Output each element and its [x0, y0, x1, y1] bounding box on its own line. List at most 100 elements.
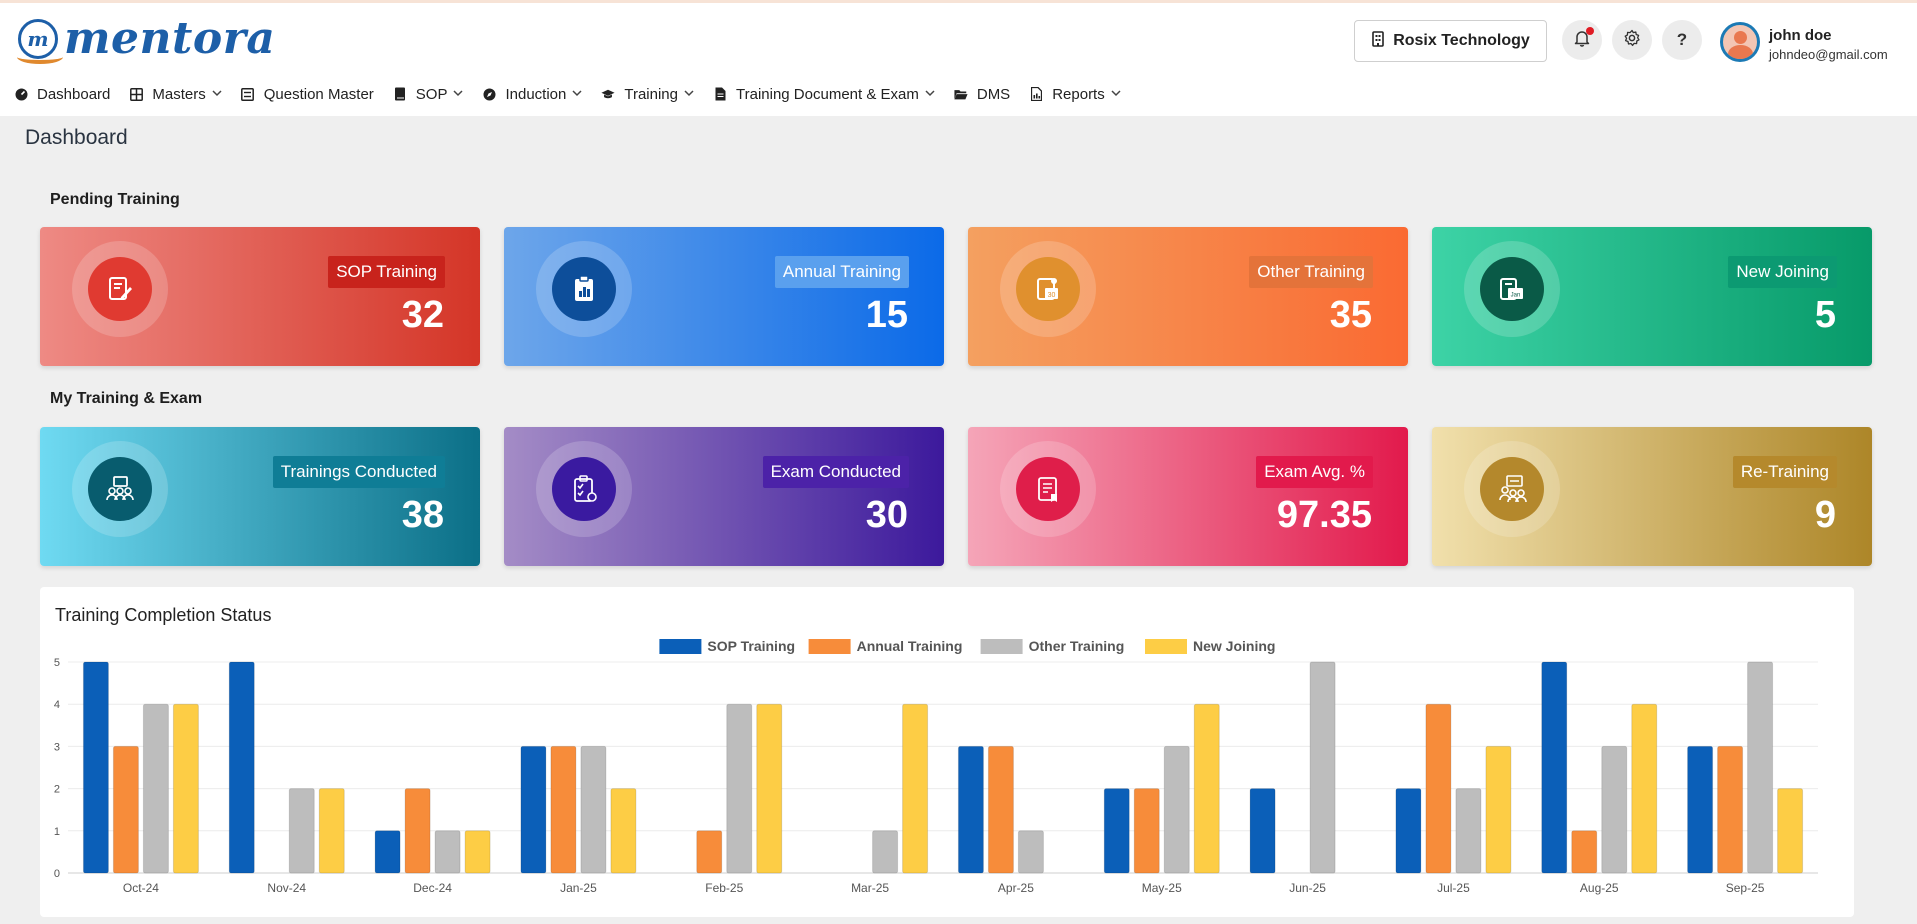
card-value: 32: [401, 294, 444, 336]
app-logo[interactable]: m mentora: [17, 17, 275, 64]
report-icon: [1029, 87, 1043, 101]
bar-other-training-sep-25[interactable]: [1747, 661, 1774, 874]
top-header: m mentora Rosix Technology ? john doe jo…: [0, 0, 1917, 116]
legend-label[interactable]: Other Training: [1029, 638, 1125, 654]
chevron-down-icon: [212, 89, 222, 100]
bar-new-joining-nov-24[interactable]: [318, 788, 345, 874]
nav-item-training[interactable]: Training: [601, 86, 694, 103]
y-tick-label: 4: [54, 699, 60, 711]
card-re-training[interactable]: Re-Training 9: [1432, 427, 1872, 566]
bar-sop-training-aug-25[interactable]: [1541, 661, 1568, 874]
card-icon-ring: 30: [1000, 241, 1096, 337]
card-label: Trainings Conducted: [272, 456, 445, 488]
legend-label[interactable]: Annual Training: [857, 638, 963, 654]
folder-icon: [954, 87, 968, 101]
bar-new-joining-jan-25[interactable]: [610, 788, 637, 874]
card-value: 30: [865, 494, 908, 536]
help-button[interactable]: ?: [1662, 20, 1702, 60]
card-exam-conducted[interactable]: Exam Conducted 30: [504, 427, 944, 566]
bar-annual-training-oct-24[interactable]: [112, 745, 139, 874]
svg-text:Jan: Jan: [1511, 293, 1521, 299]
bar-other-training-jul-25[interactable]: [1455, 788, 1482, 874]
card-annual-training[interactable]: Annual Training 15: [504, 227, 944, 366]
chevron-down-icon: [925, 89, 935, 100]
notifications-button[interactable]: [1562, 20, 1602, 60]
bar-other-training-apr-25[interactable]: [1017, 830, 1044, 874]
bar-new-joining-dec-24[interactable]: [464, 830, 491, 874]
nav-item-reports[interactable]: Reports: [1029, 86, 1121, 103]
y-tick-label: 5: [54, 657, 60, 669]
card-label: Exam Avg. %: [1256, 456, 1373, 488]
nav-item-dms[interactable]: DMS: [954, 86, 1010, 103]
card-trainings-conducted[interactable]: Trainings Conducted 38: [40, 427, 480, 566]
bar-other-training-feb-25[interactable]: [726, 703, 753, 874]
chevron-down-icon: [684, 89, 694, 100]
nav-item-masters[interactable]: Masters: [129, 86, 222, 103]
x-tick-label: Jul-25: [1437, 881, 1470, 895]
bar-other-training-mar-25[interactable]: [872, 830, 899, 874]
bar-sop-training-apr-25[interactable]: [957, 745, 984, 874]
bar-annual-training-may-25[interactable]: [1133, 788, 1160, 874]
nav-item-label: Training Document & Exam: [736, 85, 919, 103]
card-sop-training[interactable]: SOP Training 32: [40, 227, 480, 366]
pending-training-title: Pending Training: [50, 191, 180, 208]
bar-new-joining-aug-25[interactable]: [1631, 703, 1658, 874]
bar-annual-training-apr-25[interactable]: [987, 745, 1014, 874]
clipboard-chart-icon: [552, 257, 616, 321]
legend-label[interactable]: SOP Training: [707, 638, 795, 654]
bar-other-training-dec-24[interactable]: [434, 830, 461, 874]
card-label: New Joining: [1728, 256, 1837, 288]
legend-swatch: [659, 639, 702, 654]
settings-button[interactable]: [1612, 20, 1652, 60]
bar-annual-training-feb-25[interactable]: [696, 830, 723, 874]
bar-annual-training-jan-25[interactable]: [550, 745, 577, 874]
card-icon-ring: Jan: [1464, 241, 1560, 337]
nav-item-sop[interactable]: SOP: [393, 86, 464, 103]
bar-new-joining-jul-25[interactable]: [1485, 745, 1512, 874]
nav-item-label: Dashboard: [37, 85, 111, 103]
bar-sop-training-jul-25[interactable]: [1395, 788, 1422, 874]
bar-annual-training-jul-25[interactable]: [1425, 703, 1452, 874]
bar-new-joining-may-25[interactable]: [1193, 703, 1220, 874]
bar-annual-training-sep-25[interactable]: [1717, 745, 1744, 874]
bar-sop-training-nov-24[interactable]: [228, 661, 255, 874]
bar-other-training-may-25[interactable]: [1163, 745, 1190, 874]
user-avatar[interactable]: [1720, 22, 1760, 62]
card-other-training[interactable]: 30 Other Training 35: [968, 227, 1408, 366]
bar-annual-training-aug-25[interactable]: [1571, 830, 1598, 874]
dashboard-icon: [14, 87, 28, 101]
nav-item-training-document-exam[interactable]: Training Document & Exam: [713, 86, 935, 103]
bar-other-training-nov-24[interactable]: [288, 788, 315, 874]
nav-item-induction[interactable]: Induction: [482, 86, 582, 103]
chevron-down-icon: [572, 89, 582, 100]
chevron-down-icon: [453, 89, 463, 100]
nav-item-question-master[interactable]: Question Master: [241, 86, 374, 103]
bar-new-joining-feb-25[interactable]: [756, 703, 783, 874]
bar-new-joining-sep-25[interactable]: [1777, 788, 1804, 874]
nav-item-dashboard[interactable]: Dashboard: [14, 86, 110, 103]
company-label: Rosix Technology: [1393, 32, 1530, 49]
bar-new-joining-mar-25[interactable]: [902, 703, 929, 874]
bar-other-training-oct-24[interactable]: [142, 703, 169, 874]
help-icon: ?: [1676, 30, 1688, 49]
legend-label[interactable]: New Joining: [1193, 638, 1275, 654]
user-name[interactable]: john doe: [1769, 27, 1832, 44]
card-exam-average[interactable]: Exam Avg. % 97.35: [968, 427, 1408, 566]
notification-dot: [1586, 27, 1594, 35]
bar-sop-training-may-25[interactable]: [1103, 788, 1130, 874]
bar-annual-training-dec-24[interactable]: [404, 788, 431, 874]
company-selector-button[interactable]: Rosix Technology: [1354, 20, 1547, 62]
card-new-joining[interactable]: Jan New Joining 5: [1432, 227, 1872, 366]
bar-sop-training-oct-24[interactable]: [82, 661, 109, 874]
avatar-body: [1728, 45, 1753, 59]
bar-sop-training-jun-25[interactable]: [1249, 788, 1276, 874]
nav-item-label: Reports: [1052, 85, 1105, 103]
my-training-exam-title: My Training & Exam: [50, 390, 203, 407]
bar-sop-training-dec-24[interactable]: [374, 830, 401, 874]
bar-other-training-jun-25[interactable]: [1309, 661, 1336, 874]
bar-sop-training-jan-25[interactable]: [520, 745, 547, 874]
bar-other-training-jan-25[interactable]: [580, 745, 607, 874]
bar-new-joining-oct-24[interactable]: [172, 703, 199, 874]
bar-sop-training-sep-25[interactable]: [1687, 745, 1714, 874]
bar-other-training-aug-25[interactable]: [1601, 745, 1628, 874]
